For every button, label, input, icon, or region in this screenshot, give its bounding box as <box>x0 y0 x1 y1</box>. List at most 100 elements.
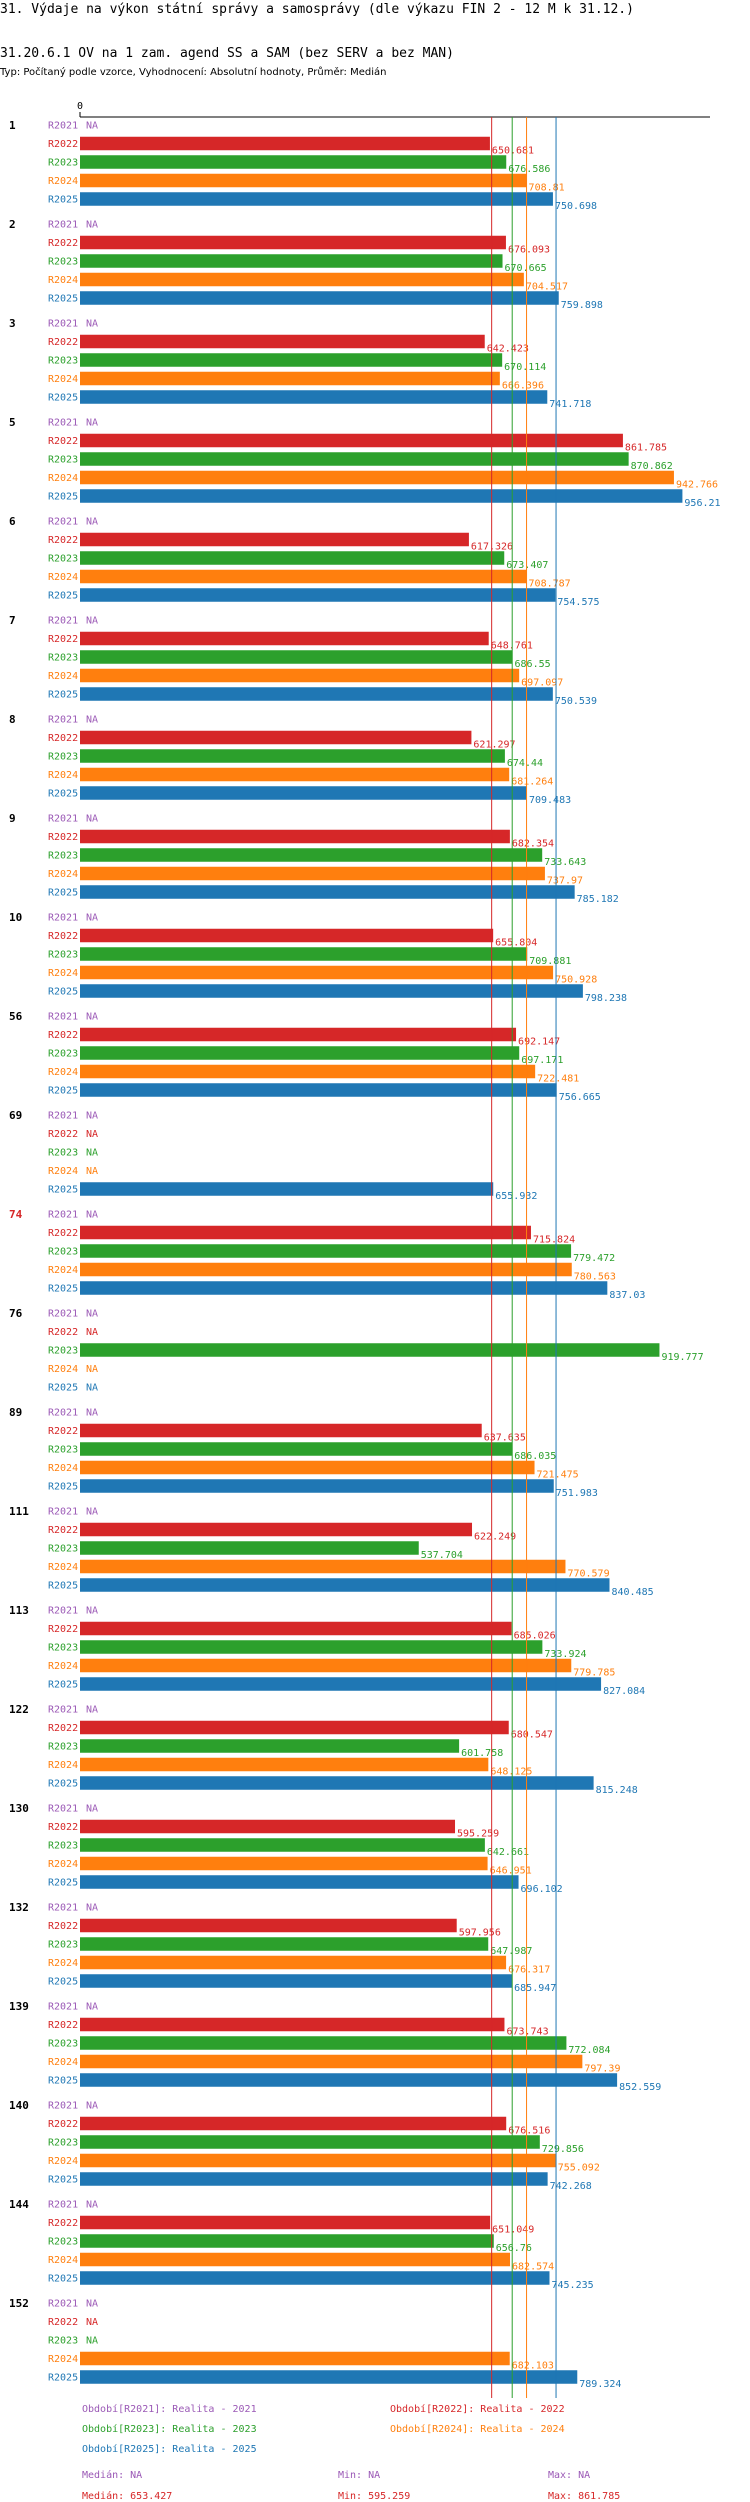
series-label: R2025 <box>48 1086 78 1097</box>
series-label: R2022 <box>48 436 78 447</box>
series-label: R2021 <box>48 2299 78 2310</box>
na-label: NA <box>86 1903 98 1914</box>
bar-r2023 <box>80 1640 543 1654</box>
series-label: R2021 <box>48 1210 78 1221</box>
na-label: NA <box>86 1129 98 1140</box>
bar-r2023 <box>80 2234 494 2248</box>
data-label: 674.44 <box>507 758 543 769</box>
data-label: 722.481 <box>537 1074 579 1085</box>
data-label: 815.248 <box>596 1785 638 1796</box>
na-label: NA <box>86 1327 98 1338</box>
na-label: NA <box>86 2336 98 2347</box>
series-label: R2022 <box>48 1129 78 1140</box>
na-label: NA <box>86 1148 98 1159</box>
data-label: 733.924 <box>544 1649 586 1660</box>
series-label: R2024 <box>48 968 78 979</box>
data-label: 673.743 <box>506 2027 548 2038</box>
bar-r2024 <box>80 1460 535 1475</box>
series-label: R2024 <box>48 473 78 484</box>
data-label: 750.539 <box>555 696 597 707</box>
bar-r2025 <box>80 291 559 305</box>
series-label: R2021 <box>48 1309 78 1320</box>
series-label: R2021 <box>48 121 78 132</box>
series-label: R2024 <box>48 770 78 781</box>
series-label: R2023 <box>48 1742 78 1753</box>
series-label: R2025 <box>48 888 78 899</box>
bar-r2024 <box>80 2351 510 2366</box>
group-label: 111 <box>9 1505 29 1518</box>
group-label: 3 <box>9 317 16 330</box>
data-label: 798.238 <box>585 993 627 1004</box>
bar-r2024 <box>80 173 527 188</box>
bar-r2023 <box>80 1838 485 1852</box>
bar-r2025 <box>80 1083 557 1097</box>
na-label: NA <box>86 1705 98 1716</box>
series-label: R2023 <box>48 1940 78 1951</box>
data-label: 686.035 <box>514 1451 556 1462</box>
series-label: R2025 <box>48 1284 78 1295</box>
bar-r2024 <box>80 1757 489 1772</box>
series-label: R2022 <box>48 2119 78 2130</box>
bar-r2025 <box>80 786 527 800</box>
bar-r2022 <box>80 2116 507 2131</box>
bar-r2023 <box>80 1541 419 1555</box>
series-label: R2022 <box>48 1822 78 1833</box>
na-label: NA <box>86 814 98 825</box>
bar-r2025 <box>80 1677 602 1691</box>
bar-r2023 <box>80 848 543 862</box>
data-label: 837.03 <box>609 1290 645 1301</box>
data-label: 785.182 <box>577 894 619 905</box>
series-label: R2023 <box>48 1148 78 1159</box>
series-label: R2023 <box>48 653 78 664</box>
data-label: 601.758 <box>461 1748 503 1759</box>
data-label: 597.956 <box>459 1928 501 1939</box>
bar-r2024 <box>80 965 554 980</box>
bar-r2024 <box>80 1658 572 1673</box>
data-label: 797.39 <box>584 2064 620 2075</box>
bar-r2025 <box>80 1479 554 1493</box>
series-label: R2025 <box>48 1185 78 1196</box>
series-label: R2021 <box>48 715 78 726</box>
bar-r2023 <box>80 353 503 367</box>
stat-max: Max: 861.785 <box>548 2491 620 2502</box>
na-label: NA <box>86 2299 98 2310</box>
na-label: NA <box>86 1111 98 1122</box>
data-label: 780.563 <box>574 1272 616 1283</box>
data-label: 751.983 <box>556 1488 598 1499</box>
na-label: NA <box>86 616 98 627</box>
series-label: R2022 <box>48 2218 78 2229</box>
series-label: R2024 <box>48 869 78 880</box>
series-label: R2022 <box>48 1723 78 1734</box>
bar-r2022 <box>80 532 469 547</box>
bar-r2025 <box>80 1776 594 1790</box>
bar-r2025 <box>80 1281 608 1295</box>
series-label: R2022 <box>48 1921 78 1932</box>
series-label: R2024 <box>48 1562 78 1573</box>
data-label: 648.125 <box>490 1767 532 1778</box>
data-label: 647.987 <box>490 1946 532 1957</box>
group-label: 9 <box>9 812 16 825</box>
bar-r2025 <box>80 192 553 206</box>
series-label: R2025 <box>48 1383 78 1394</box>
series-label: R2025 <box>48 591 78 602</box>
na-label: NA <box>86 319 98 330</box>
series-label: R2021 <box>48 814 78 825</box>
series-label: R2023 <box>48 1841 78 1852</box>
bar-r2025 <box>80 984 583 998</box>
bar-r2023 <box>80 254 503 268</box>
series-label: R2021 <box>48 2101 78 2112</box>
series-label: R2025 <box>48 294 78 305</box>
data-label: 595.259 <box>457 1829 499 1840</box>
series-label: R2022 <box>48 2020 78 2031</box>
data-label: 682.354 <box>512 839 554 850</box>
data-label: 750.698 <box>555 201 597 212</box>
data-label: 676.586 <box>508 164 550 175</box>
series-label: R2021 <box>48 1507 78 1518</box>
data-label: 697.171 <box>521 1055 563 1066</box>
data-label: 682.103 <box>512 2361 554 2372</box>
data-label: 721.475 <box>537 1470 579 1481</box>
data-label: 789.324 <box>579 2379 621 2390</box>
series-label: R2022 <box>48 238 78 249</box>
series-label: R2023 <box>48 158 78 169</box>
series-label: R2024 <box>48 1463 78 1474</box>
